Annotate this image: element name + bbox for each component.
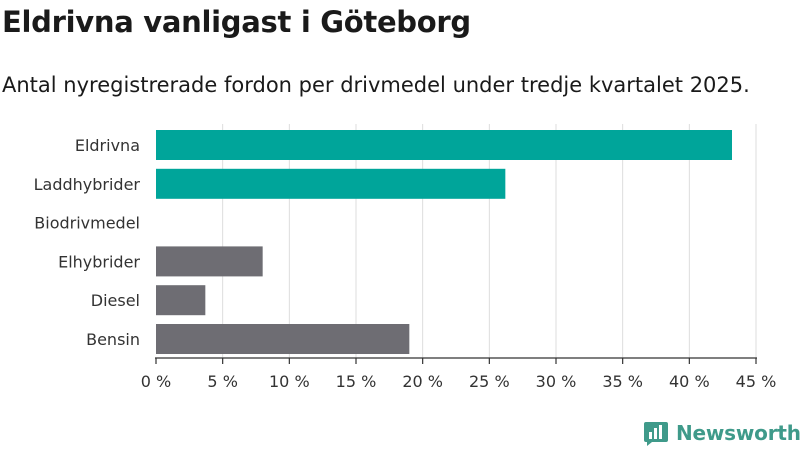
- x-tick-label: 35 %: [602, 372, 643, 391]
- x-tick-label: 25 %: [469, 372, 510, 391]
- category-label: Elhybrider: [58, 252, 140, 271]
- brand-name: Newsworthy: [676, 421, 800, 445]
- bar-chart-bubble-icon: [644, 422, 668, 446]
- category-label: Bensin: [86, 330, 140, 349]
- page-subtitle: Antal nyregistrerade fordon per drivmede…: [2, 73, 750, 97]
- bar-3: [156, 246, 263, 277]
- category-label: Biodrivmedel: [34, 214, 140, 233]
- x-tick-label: 20 %: [402, 372, 443, 391]
- page-title: Eldrivna vanligast i Göteborg: [2, 5, 471, 39]
- x-tick-label: 5 %: [207, 372, 237, 391]
- bar-5: [156, 324, 410, 354]
- bar-0: [156, 130, 732, 160]
- category-label: Diesel: [91, 291, 140, 310]
- bar-4: [156, 285, 206, 316]
- x-tick-label: 30 %: [536, 372, 577, 391]
- x-tick-label: 0 %: [141, 372, 171, 391]
- bar-1: [156, 168, 506, 199]
- category-label: Eldrivna: [75, 136, 140, 155]
- x-tick-label: 45 %: [736, 372, 777, 391]
- x-tick-label: 40 %: [669, 372, 710, 391]
- x-tick-label: 15 %: [336, 372, 377, 391]
- category-label: Laddhybrider: [34, 175, 141, 194]
- newsworthy-logo: Newsworthy: [643, 418, 800, 448]
- x-tick-label: 10 %: [269, 372, 310, 391]
